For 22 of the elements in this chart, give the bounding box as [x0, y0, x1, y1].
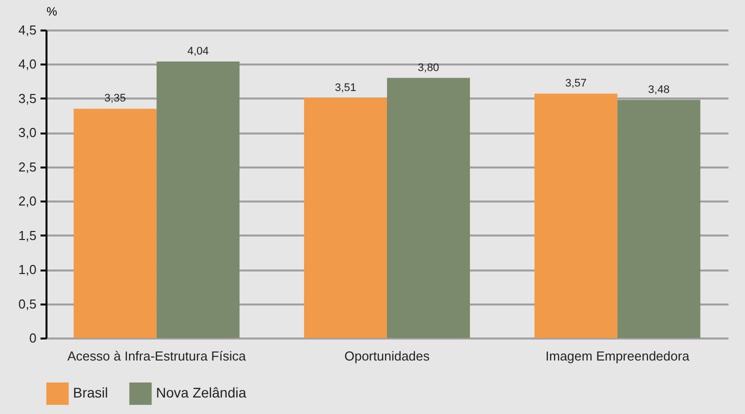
y-tick-label: 2,5 — [18, 159, 36, 174]
legend-label: Brasil — [73, 384, 108, 401]
y-tick-label: 1,0 — [18, 262, 36, 278]
y-tick-label: 0 — [29, 330, 36, 346]
y-tick-label: 4,0 — [18, 56, 36, 72]
data-label: 4,04 — [187, 45, 209, 58]
x-tick-label: Acesso à Infra-Estrutura Física — [67, 348, 247, 364]
data-label: 3,35 — [104, 92, 126, 105]
data-label: 3,80 — [418, 62, 440, 74]
y-tick-label: 3,5 — [18, 90, 36, 106]
legend-label: Nova Zelândia — [156, 384, 246, 401]
data-label: 3,51 — [334, 82, 356, 94]
y-tick-label: 1,5 — [18, 228, 36, 243]
y-tick-label: 3,0 — [18, 125, 36, 140]
y-tick-label: 2,0 — [18, 194, 36, 209]
data-label: 3,48 — [648, 84, 670, 96]
y-tick-label: 0,5 — [18, 296, 36, 312]
data-label: 3,57 — [565, 78, 587, 90]
y-tick-label: 4,5 — [18, 22, 36, 38]
y-axis-title: % — [46, 4, 58, 18]
x-tick-label: Oportunidades — [344, 348, 430, 364]
x-tick-label: Imagem Empreendedora — [546, 348, 690, 364]
